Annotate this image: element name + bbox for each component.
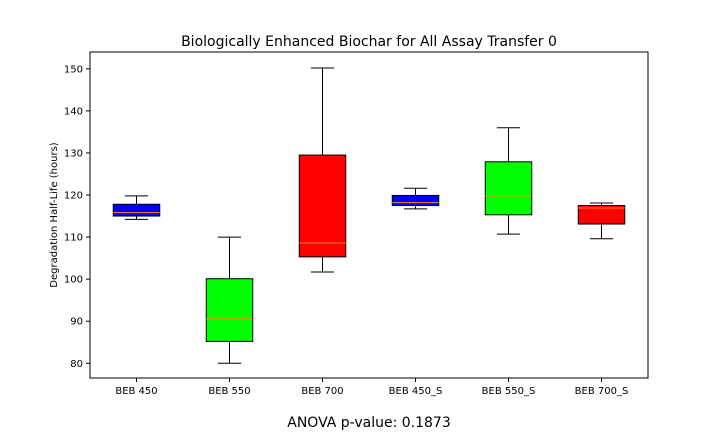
box-group [391, 187, 440, 210]
box-group [484, 127, 533, 235]
plot-area [89, 51, 649, 379]
x-axis: BEB 450 BEB 550 BEB 700 BEB 450_S BEB 550_S B… [115, 378, 628, 397]
x-tick-label: BEB 550 [208, 386, 250, 397]
box-iqr [391, 194, 440, 207]
y-tick-label: 150 [64, 64, 83, 75]
y-tick-label: 90 [70, 317, 83, 328]
x-tick-label: BEB 700_S [575, 386, 629, 397]
y-tick-label: 110 [64, 233, 83, 244]
chart-title: Biologically Enhanced Biochar for All As… [181, 34, 557, 50]
box-iqr [112, 203, 161, 217]
anova-footer: ANOVA p-value: 0.1873 [287, 415, 451, 431]
y-tick-label: 80 [70, 359, 83, 370]
box-group [298, 67, 347, 273]
boxes [112, 67, 626, 364]
box-iqr [577, 205, 626, 225]
y-tick-label: 120 [64, 191, 83, 202]
box-iqr [484, 161, 533, 216]
box-iqr [298, 154, 347, 258]
box-group [577, 202, 626, 240]
box-group [112, 195, 161, 220]
box-iqr [205, 278, 254, 342]
y-tick-label: 140 [64, 106, 83, 117]
box-group [205, 236, 254, 364]
x-tick-label: BEB 700 [301, 386, 343, 397]
x-tick-label: BEB 450_S [389, 386, 443, 397]
y-axis: 80 90 100 110 120 130 140 150 [64, 64, 90, 370]
x-tick-label: BEB 550_S [482, 386, 536, 397]
y-tick-label: 130 [64, 148, 83, 159]
x-tick-label: BEB 450 [115, 386, 157, 397]
y-axis-label: Degradation Half-Life (hours) [49, 142, 60, 287]
y-tick-label: 100 [64, 275, 83, 286]
